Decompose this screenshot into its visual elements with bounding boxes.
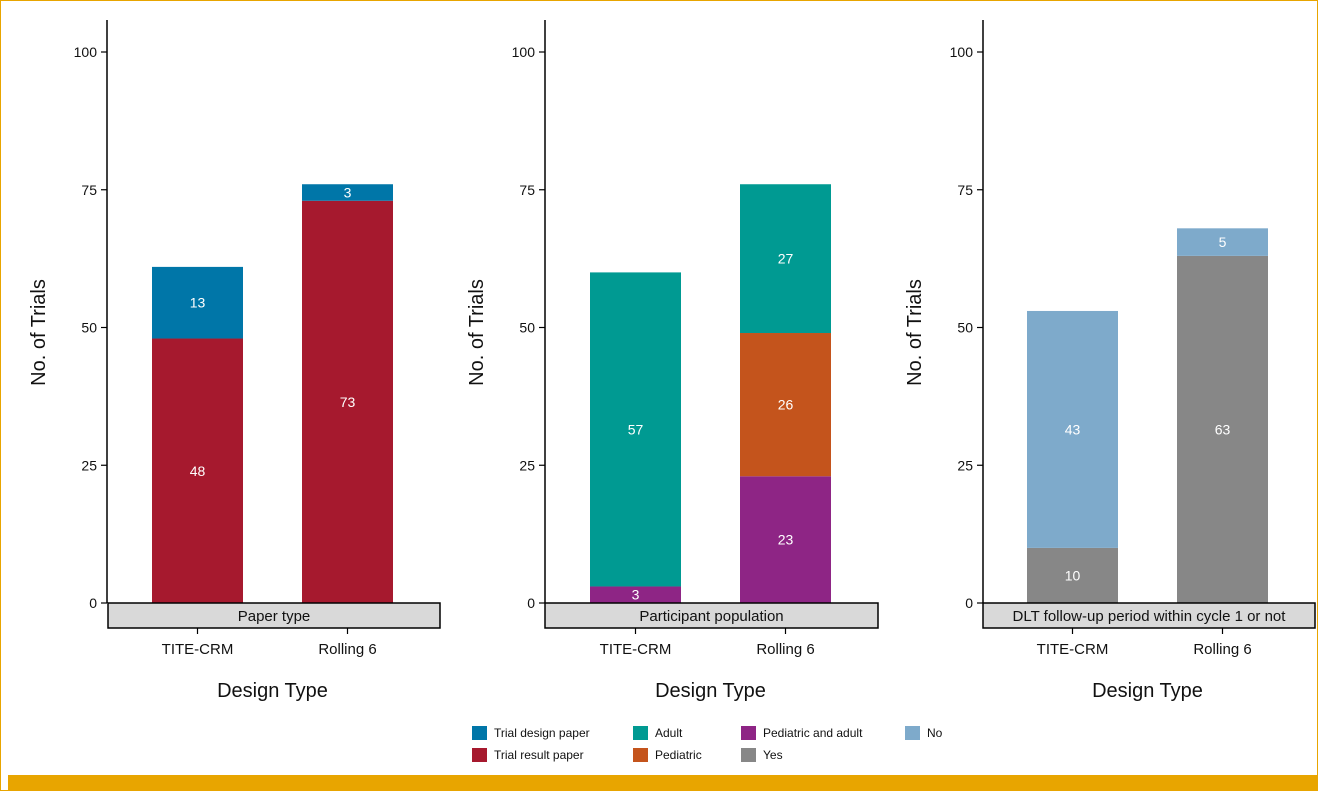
panel-3-ytick-label: 0 xyxy=(965,595,973,611)
panel-3-xtick-label: Rolling 6 xyxy=(1193,641,1251,658)
panel-1-segment-label: 13 xyxy=(190,295,206,311)
panel-2-ytick-label: 75 xyxy=(519,182,535,198)
panel-2-strip-title: Participant population xyxy=(639,608,783,625)
panel-2-xtick-label: Rolling 6 xyxy=(756,641,814,658)
panel-2-bar-segment xyxy=(740,476,831,603)
panel-3-strip-title: DLT follow-up period within cycle 1 or n… xyxy=(1013,608,1287,625)
panel-3-xtick-label: TITE-CRM xyxy=(1037,641,1109,658)
panel-2-bar-segment xyxy=(740,184,831,334)
panel-1-strip-title: Paper type xyxy=(238,608,311,625)
panel-1-ytick-label: 50 xyxy=(81,320,97,336)
legend-swatch xyxy=(741,748,756,762)
legend-swatch xyxy=(472,748,487,762)
panel-2-segment-label: 23 xyxy=(778,532,794,548)
panel-1-xlabel: Design Type xyxy=(217,680,328,702)
panel-1-ytick-label: 0 xyxy=(89,595,97,611)
legend-label: Pediatric xyxy=(655,748,702,762)
panel-2-segment-label: 3 xyxy=(632,587,640,603)
accent-bar xyxy=(8,775,1318,791)
legend-swatch xyxy=(633,726,648,740)
legend-label: No xyxy=(927,726,943,740)
panel-1-bar-segment xyxy=(302,200,393,603)
panel-1-ylabel: No. of Trials xyxy=(28,279,50,386)
legend-swatch xyxy=(633,748,648,762)
panel-1-bar-segment xyxy=(302,184,393,201)
legend-label: Yes xyxy=(763,748,783,762)
panel-2-bar-segment xyxy=(740,333,831,477)
legend-label: Pediatric and adult xyxy=(763,726,863,740)
panel-2-xlabel: Design Type xyxy=(655,680,766,702)
panel-3-bar-segment xyxy=(1177,228,1268,256)
legend-label: Adult xyxy=(655,726,683,740)
legend-swatch xyxy=(905,726,920,740)
panel-1-ytick-label: 25 xyxy=(81,457,97,473)
panel-1-segment-label: 73 xyxy=(340,394,356,410)
panel-2-bar-segment xyxy=(590,272,681,587)
panel-2-bar-segment xyxy=(590,586,681,603)
panel-3-ytick-label: 50 xyxy=(957,320,973,336)
panel-3-segment-label: 63 xyxy=(1215,421,1231,437)
legend-swatch xyxy=(472,726,487,740)
panel-2-segment-label: 27 xyxy=(778,251,794,267)
panel-3-xlabel: Design Type xyxy=(1092,680,1203,702)
panel-3-ytick-label: 25 xyxy=(957,457,973,473)
panel-1-xtick-label: Rolling 6 xyxy=(318,641,376,658)
panel-1-ytick-label: 75 xyxy=(81,182,97,198)
panel-3-segment-label: 43 xyxy=(1065,421,1081,437)
panel-2-ytick-label: 0 xyxy=(527,595,535,611)
panel-1-segment-label: 48 xyxy=(190,463,206,479)
panel-1-bar-segment xyxy=(152,266,243,339)
panel-3-bar-segment xyxy=(1177,255,1268,603)
panel-1-segment-label: 3 xyxy=(344,185,352,201)
panel-2-strip xyxy=(544,602,879,629)
panel-1-ytick-label: 100 xyxy=(74,44,98,60)
panel-3-strip xyxy=(982,602,1316,629)
panel-2-segment-label: 26 xyxy=(778,397,794,413)
panel-2-ytick-label: 100 xyxy=(512,44,536,60)
panel-3-ytick-label: 75 xyxy=(957,182,973,198)
legend-swatch xyxy=(741,726,756,740)
legend-label: Trial design paper xyxy=(494,726,590,740)
panel-2-ylabel: No. of Trials xyxy=(466,279,488,386)
panel-2-ytick-label: 25 xyxy=(519,457,535,473)
panel-2-xtick-label: TITE-CRM xyxy=(600,641,672,658)
panel-1-bar-segment xyxy=(152,338,243,603)
panel-3-bar-segment xyxy=(1027,310,1118,548)
panel-1-xtick-label: TITE-CRM xyxy=(162,641,234,658)
panel-2-segment-label: 57 xyxy=(628,421,644,437)
legend-label: Trial result paper xyxy=(494,748,584,762)
panel-3-bar-segment xyxy=(1027,547,1118,603)
panel-3-segment-label: 5 xyxy=(1219,234,1227,250)
panel-1-strip xyxy=(107,602,441,629)
panel-3-segment-label: 10 xyxy=(1065,567,1081,583)
panel-3-ytick-label: 100 xyxy=(950,44,974,60)
panel-2-ytick-label: 50 xyxy=(519,320,535,336)
panel-3-ylabel: No. of Trials xyxy=(904,279,926,386)
